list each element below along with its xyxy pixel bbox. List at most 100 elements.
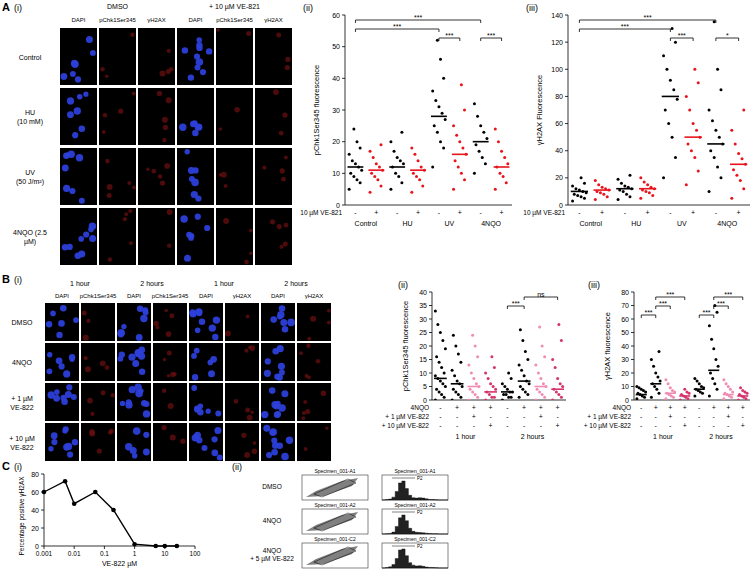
x-tick-label: 2 hours	[709, 433, 733, 440]
data-point	[457, 393, 460, 396]
y-tick	[429, 319, 432, 320]
micrograph	[153, 383, 187, 421]
data-point	[671, 136, 674, 139]
data-point	[444, 118, 447, 121]
nucleus	[244, 349, 248, 353]
data-point	[524, 350, 527, 353]
nucleus	[271, 401, 278, 408]
data-point	[710, 338, 713, 341]
treatment-sign: -	[540, 422, 543, 429]
micrograph	[225, 383, 259, 421]
nucleus	[274, 373, 280, 379]
significance-label: ns	[537, 291, 545, 298]
mean-line	[494, 166, 510, 168]
nucleus	[266, 452, 272, 458]
nucleus	[249, 345, 255, 351]
data-point	[442, 77, 445, 80]
nucleus	[65, 443, 72, 450]
data-point	[484, 399, 487, 401]
treatment-label: 4NQO	[411, 404, 429, 412]
nucleus	[204, 225, 210, 231]
data-point	[519, 385, 522, 388]
data-point	[606, 195, 609, 198]
nucleus	[210, 356, 217, 363]
nucleus	[108, 257, 113, 262]
treatment-sign: +	[472, 413, 476, 420]
nucleus	[83, 335, 89, 341]
nucleus	[269, 387, 276, 394]
x-tick	[104, 546, 105, 549]
data-point	[708, 190, 711, 193]
histogram-frame	[382, 509, 448, 534]
data-point	[490, 355, 493, 358]
data-point	[709, 372, 712, 375]
nucleus	[107, 193, 112, 198]
nucleus	[166, 331, 172, 337]
data-point	[460, 83, 463, 86]
y-tick-label: 80	[555, 93, 563, 100]
y-tick-label: 80	[621, 289, 629, 296]
data-point	[543, 396, 546, 399]
y-tick	[429, 292, 432, 293]
micrograph	[45, 303, 79, 341]
nucleus	[179, 124, 186, 131]
mean-line	[431, 116, 447, 118]
data-point	[370, 172, 373, 175]
channel-header: DAPI	[271, 293, 285, 299]
row-label: VE-822	[10, 444, 33, 451]
data-point	[359, 181, 362, 184]
column-header: DMSO	[107, 3, 129, 10]
treatment-label: 4NQO	[613, 404, 631, 412]
data-point	[697, 81, 700, 84]
mean-line	[723, 394, 734, 396]
data-point	[521, 388, 524, 391]
data-point	[650, 396, 653, 399]
nucleus	[244, 452, 250, 458]
nucleus	[132, 360, 139, 367]
nucleus	[321, 391, 327, 397]
significance-label: ***	[702, 309, 710, 316]
data-point	[742, 109, 745, 112]
nucleus	[325, 427, 329, 431]
data-point	[556, 377, 559, 380]
data-point	[434, 399, 437, 401]
micrograph	[138, 208, 175, 265]
micrograph	[99, 208, 136, 265]
nucleus	[167, 209, 173, 215]
data-point	[440, 366, 443, 369]
data-point	[662, 54, 665, 57]
nucleus	[274, 412, 281, 419]
nucleus	[78, 236, 84, 242]
data-point	[620, 182, 623, 185]
nucleus	[196, 37, 202, 43]
treatment-sign: -	[523, 413, 526, 420]
gate-outline	[314, 547, 356, 565]
gate-line	[392, 512, 415, 513]
data-point	[667, 382, 670, 385]
micrograph	[255, 208, 292, 265]
data-point	[453, 374, 456, 377]
x-tick-label: HU	[631, 220, 641, 227]
figure: A(i)DMSODAPIpChk1Ser345γH2AX+ 10 µM VE-8…	[0, 0, 756, 570]
data-point	[454, 390, 457, 393]
data-point	[487, 377, 490, 380]
data-point	[623, 185, 626, 188]
data-point	[597, 183, 600, 186]
nucleus	[83, 231, 89, 237]
panel-label: (i)	[14, 462, 22, 472]
y-tick-label: 60	[31, 489, 39, 496]
data-point	[481, 156, 484, 159]
data-point	[441, 382, 444, 385]
nucleus	[306, 344, 310, 348]
data-point	[349, 172, 352, 175]
nucleus	[117, 329, 125, 337]
nucleus	[101, 390, 106, 395]
data-point	[348, 188, 351, 191]
nucleus	[132, 453, 138, 459]
y-axis	[568, 15, 569, 205]
treatment-sign: -	[655, 413, 658, 420]
data-point	[444, 347, 447, 350]
nucleus	[209, 324, 216, 331]
image-panel: B(i)1 hourDAPIpChk1Ser3452 hoursDAPIpChk…	[2, 273, 331, 461]
nucleus	[84, 356, 88, 360]
